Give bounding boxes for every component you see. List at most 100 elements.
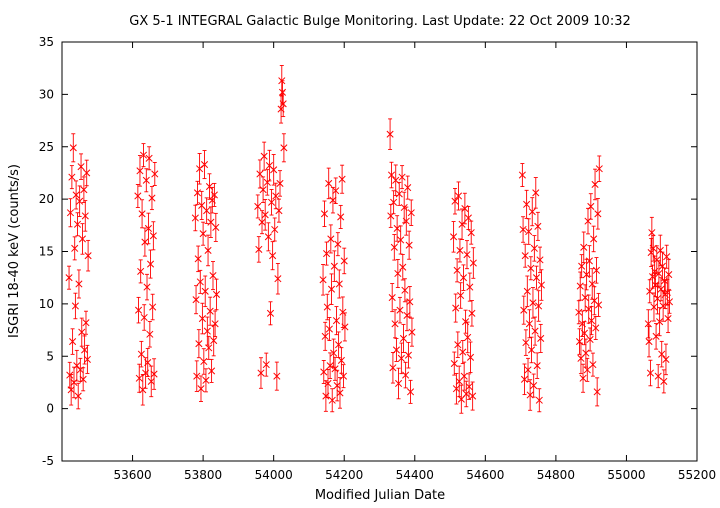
x-marker-stroke (77, 163, 85, 171)
x-marker-stroke (532, 189, 540, 197)
data-point (645, 325, 653, 358)
x-marker-stroke (452, 304, 460, 312)
data-point (519, 216, 527, 243)
x-marker-stroke (274, 275, 282, 283)
x-marker-stroke (339, 308, 347, 316)
x-marker-stroke (137, 350, 145, 358)
data-point (401, 278, 409, 303)
x-marker-stroke (205, 183, 214, 191)
data-point (327, 273, 336, 305)
data-point (66, 198, 75, 228)
data-point (134, 296, 143, 324)
data-point (84, 239, 92, 272)
y-tick-label: 30 (39, 87, 54, 101)
x-marker-stroke (76, 197, 84, 205)
data-point (404, 175, 412, 200)
data-point (451, 187, 459, 215)
data-point (458, 208, 466, 241)
data-point (595, 292, 603, 317)
x-marker-stroke (78, 235, 87, 243)
x-marker-stroke (398, 173, 406, 181)
x-marker-stroke (592, 324, 600, 332)
x-marker-stroke (200, 357, 208, 366)
x-marker-stroke (653, 295, 662, 303)
data-point (644, 309, 652, 339)
x-marker-stroke (257, 369, 265, 377)
x-marker-stroke (589, 361, 597, 369)
x-tick-label: 55000 (607, 468, 645, 482)
x-marker-stroke (585, 257, 593, 265)
x-marker-stroke (261, 211, 269, 219)
data-point (341, 312, 349, 342)
data-point (455, 365, 463, 398)
data-point (531, 316, 539, 346)
x-marker-stroke (73, 220, 82, 228)
data-point (328, 388, 336, 413)
x-marker-stroke (400, 203, 408, 212)
x-marker-stroke (262, 361, 270, 369)
x-marker-stroke (266, 309, 275, 317)
data-point (662, 343, 670, 376)
data-point (266, 301, 275, 326)
x-marker-stroke (200, 161, 209, 169)
x-marker-stroke (535, 302, 543, 310)
x-marker-stroke (139, 151, 148, 159)
x-marker-stroke (466, 283, 474, 291)
x-marker-stroke (193, 189, 202, 197)
data-point (394, 259, 402, 288)
x-marker-stroke (330, 262, 338, 270)
x-marker-stroke (459, 274, 468, 282)
data-point (260, 141, 268, 171)
x-marker-stroke (583, 270, 591, 279)
x-marker-stroke (332, 317, 341, 325)
data-point (272, 182, 280, 210)
x-marker-stroke (397, 354, 405, 362)
data-point (325, 167, 333, 200)
data-point (203, 197, 211, 224)
data-point (211, 310, 219, 338)
data-point (664, 304, 672, 334)
x-marker-stroke (144, 358, 152, 367)
x-marker-stroke (150, 370, 158, 378)
data-point (336, 377, 344, 409)
data-point (594, 198, 602, 230)
x-marker-stroke (146, 330, 154, 338)
x-marker-stroke (660, 377, 668, 385)
data-point (576, 271, 584, 301)
x-marker-stroke (651, 281, 659, 289)
data-point (586, 327, 594, 352)
data-point (148, 186, 156, 211)
x-marker-stroke (146, 260, 155, 268)
x-marker-stroke (73, 362, 81, 370)
x-marker-stroke (644, 320, 652, 328)
x-marker-stroke (593, 388, 601, 396)
x-marker-stroke (331, 365, 339, 373)
data-point (522, 329, 530, 356)
data-point (468, 300, 476, 327)
data-point (207, 206, 215, 238)
x-marker-stroke (469, 259, 477, 267)
x-marker-stroke (519, 225, 527, 234)
x-marker-stroke (402, 217, 410, 225)
data-point (529, 287, 537, 319)
x-marker-stroke (525, 320, 533, 328)
x-marker-stroke (137, 267, 145, 275)
x-marker-stroke (650, 303, 658, 311)
y-tick-label: 35 (39, 35, 54, 49)
data-point (397, 225, 405, 255)
x-marker-stroke (81, 346, 89, 354)
x-marker-stroke (148, 194, 156, 202)
x-marker-stroke (463, 251, 471, 259)
data-point (275, 198, 283, 223)
data-point (192, 285, 200, 315)
data-point (660, 369, 668, 394)
data-point (270, 154, 278, 186)
data-point (466, 341, 475, 374)
data-point (324, 368, 332, 398)
x-marker-stroke (646, 369, 654, 377)
x-marker-stroke (269, 252, 277, 260)
data-point (537, 269, 545, 301)
data-point (388, 283, 396, 313)
data-point (656, 307, 664, 337)
